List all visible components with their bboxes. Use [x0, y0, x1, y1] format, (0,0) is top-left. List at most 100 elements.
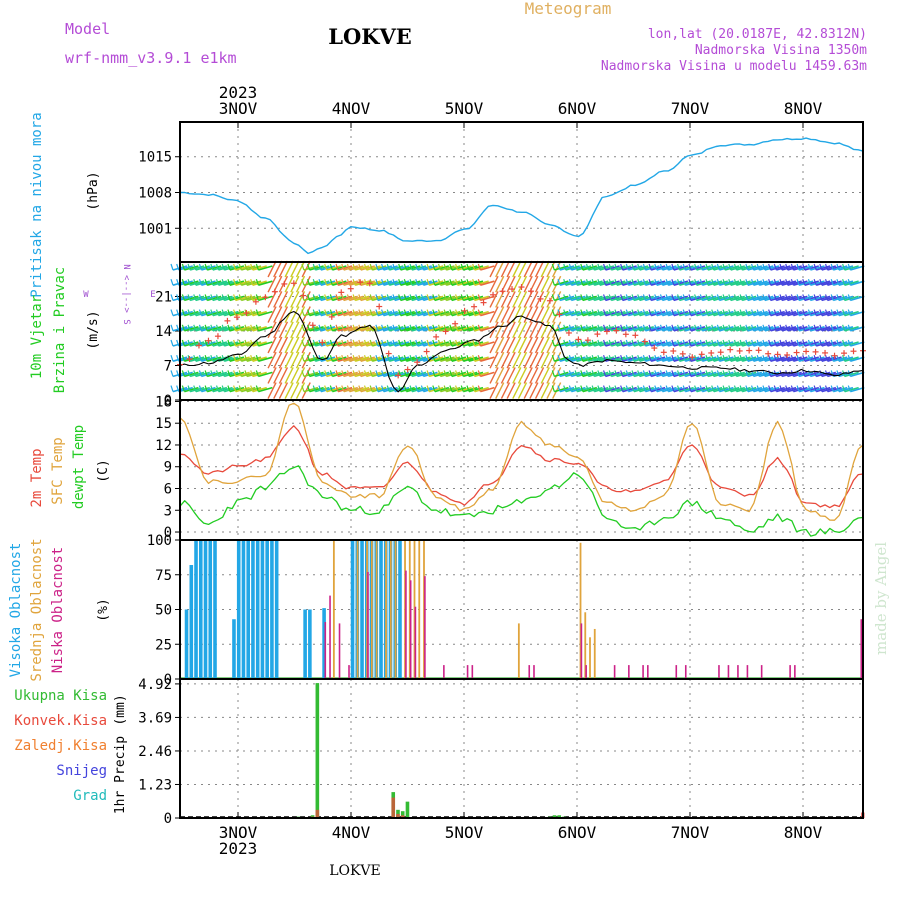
precip-ylabel: 1hr Precip: [113, 736, 128, 814]
cloud-bar-2-19: [647, 665, 649, 679]
cloud-bar-2-22: [718, 665, 720, 679]
precip-bar-0-6: [405, 801, 410, 818]
precip-bar-1-4: [400, 815, 405, 818]
cloud-bar-2-3: [348, 665, 350, 679]
cloud-bar-0-2: [194, 540, 198, 679]
cloud-bar-2-8: [424, 576, 426, 679]
cloud-bar-2-12: [528, 665, 531, 679]
cloud-ylabel-1: Visoka Oblacnost: [8, 543, 24, 678]
cloud-bar-0-22: [360, 540, 364, 679]
ytick-label-4-3: 3.69: [138, 710, 172, 726]
ytick-label-4-4: 4.92: [138, 677, 172, 693]
ytick-label-3-2: 50: [155, 603, 172, 619]
cloud-bar-2-25: [746, 665, 749, 679]
meteogram-title: Meteogram: [525, 0, 612, 18]
cloud-bar-2-21: [684, 665, 687, 679]
ytick-label-3-1: 25: [155, 637, 172, 653]
cloud-bar-2-6: [409, 580, 412, 679]
day-label-bottom-2: 5NOV: [445, 823, 484, 842]
chart-marks: 3NOV 3NOV 4NOV 4NOV 5NOV 5NOV 6NOV 6NOV 7NOV 7NOV…: [138, 99, 866, 842]
cloud-bar-0-11: [251, 540, 255, 679]
temp-ylabel-1: 2m Temp: [29, 448, 45, 507]
ytick-label-3-3: 75: [155, 568, 172, 584]
cloud-series-1: [332, 540, 596, 679]
cloud-bar-1-6: [389, 540, 392, 679]
ytick-label-4-2: 2.46: [138, 744, 172, 760]
legend-snijeg: Snijeg: [56, 763, 107, 779]
cloud-bar-0-0: [184, 609, 189, 679]
wind-barbs: [170, 260, 865, 399]
cloud-bar-0-19: [322, 608, 326, 679]
cloud-bar-0-15: [270, 540, 274, 679]
temp-ylabel-2: SFC Temp: [50, 437, 66, 504]
cloud-bar-2-10: [466, 665, 469, 679]
day-label-top-1: 4NOV: [332, 99, 371, 118]
ytick-label-2-2: 6: [164, 481, 172, 497]
ytick-label-1-3: 21: [155, 290, 172, 306]
cloud-bar-0-12: [255, 540, 260, 679]
cloud-bar-2-28: [794, 665, 796, 679]
pressure-line: [180, 137, 864, 255]
cloud-bar-2-11: [471, 665, 474, 679]
cloud-bar-2-7: [414, 606, 417, 679]
compass-arrows: <--|-->: [121, 275, 131, 314]
cloud-ylabel-3: Niska Oblacnost: [50, 547, 66, 673]
cloud-bar-0-16: [274, 540, 279, 679]
ytick-label-2-4: 12: [155, 438, 172, 454]
compass-n: N: [121, 264, 131, 269]
precip-bar-0-9: [557, 815, 562, 818]
cloud-bar-0-5: [208, 540, 213, 679]
year-bottom: 2023: [219, 839, 258, 858]
cloud-bar-2-9: [443, 665, 445, 679]
ytick-label-1-0: 0: [164, 393, 172, 409]
pressure-ylabel: Pritisak na nivou mora: [29, 112, 45, 297]
cloud-bar-2-5: [405, 570, 407, 679]
precip-bar-0-5: [400, 811, 405, 818]
ytick-label-2-0: 0: [164, 525, 172, 541]
ytick-label-1-1: 7: [164, 359, 172, 375]
cloud-bar-0-6: [213, 540, 217, 679]
cloud-bar-0-4: [203, 540, 208, 679]
ytick-label-4-1: 1.23: [138, 777, 172, 793]
cloud-bar-2-26: [760, 665, 763, 679]
day-label-top-3: 6NOV: [558, 99, 597, 118]
watermark: made by Angel: [872, 542, 890, 655]
wind-compass: W E N S <--|-->: [83, 264, 155, 324]
model-altitude: Nadmorska Visina u modelu 1459.63m: [601, 59, 867, 74]
altitude: Nadmorska Visina 1350m: [695, 43, 867, 58]
model-value: wrf-nmm_v3.9.1 e1km: [65, 49, 237, 67]
day-label-top-5: 8NOV: [784, 99, 823, 118]
cloud-bar-0-3: [198, 540, 203, 679]
compass-e: E: [150, 290, 155, 300]
cloud-bar-2-13: [533, 665, 535, 679]
ytick-label-0-2: 1015: [138, 150, 172, 166]
cloud-bar-1-1: [356, 540, 359, 679]
cloud-bar-1-13: [517, 623, 520, 679]
temp-line-0: [179, 425, 864, 509]
cloud-bar-2-4: [367, 571, 369, 679]
cloud-bar-2-2: [338, 623, 341, 679]
precip-bar-1-2: [391, 797, 396, 818]
temp-ylabel-3: dewpt Temp: [71, 425, 87, 509]
ytick-label-0-1: 1008: [138, 186, 172, 202]
cloud-bar-2-18: [642, 665, 644, 679]
ytick-label-0-0: 1001: [138, 221, 172, 237]
cloud-bar-1-2: [366, 540, 368, 679]
cloud-bar-0-9: [241, 540, 246, 679]
model-label: Model: [65, 20, 110, 38]
day-label-bottom-5: 8NOV: [784, 823, 823, 842]
cloud-bar-1-16: [589, 637, 591, 679]
cloud-bar-1-9: [408, 540, 411, 679]
cloud-bar-1-7: [394, 540, 397, 679]
precip-bar-1-1: [315, 809, 320, 818]
cloud-bar-2-16: [613, 665, 616, 679]
cloud-bar-1-3: [370, 540, 373, 679]
cloud-bar-2-15: [585, 665, 587, 679]
cloud-bar-1-10: [413, 540, 416, 679]
cloud-bar-2-20: [675, 665, 678, 679]
cloud-bar-0-26: [379, 540, 383, 679]
precip-legend: Ukupna Kisa Konvek.Kisa Zaledj.Kisa Snij…: [14, 688, 107, 804]
cloud-bar-0-8: [236, 540, 241, 679]
ytick-label-4-0: 0: [164, 811, 172, 827]
location-title: LOKVE: [328, 24, 412, 49]
